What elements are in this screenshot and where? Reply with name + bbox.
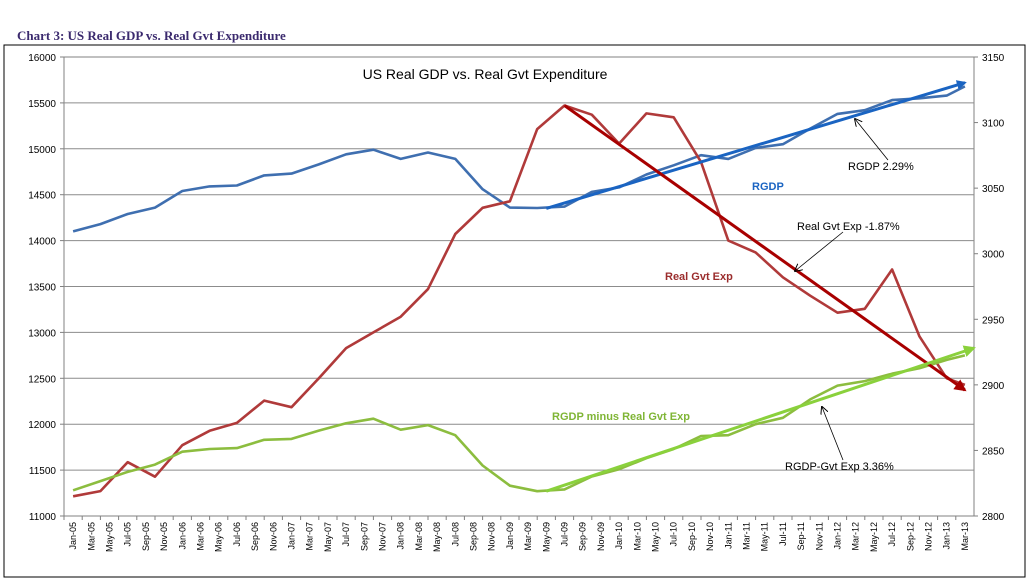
right-tick-label: 2850 — [982, 446, 1005, 457]
x-tick-label: Mar-12 — [851, 522, 861, 551]
x-tick-label: Jul-09 — [560, 522, 570, 547]
diff-rate-callout — [822, 407, 844, 461]
x-tick-label: Sep-08 — [469, 522, 479, 551]
trend-layer — [545, 80, 976, 493]
x-tick-label: Mar-11 — [742, 522, 752, 550]
x-tick-label: Jan-09 — [505, 522, 515, 550]
x-tick-label: Sep-05 — [141, 522, 151, 551]
left-tick-label: 13500 — [28, 283, 56, 294]
series-line-diff — [72, 354, 966, 493]
x-tick-label: Jan-10 — [614, 522, 624, 550]
left-tick-label: 12500 — [28, 374, 56, 385]
x-tick-label: Mar-08 — [414, 522, 424, 551]
x-tick-label: Mar-13 — [960, 522, 970, 551]
x-tick-label: May-05 — [105, 522, 115, 552]
x-tick-label: Sep-07 — [359, 522, 369, 551]
x-tick-label: Nov-12 — [924, 522, 934, 551]
series-label-diff: RGDP minus Real Gvt Exp — [552, 411, 690, 423]
x-tick-label: Jul-12 — [887, 522, 897, 547]
chart-outer-border — [3, 44, 1026, 578]
x-tick-label: Sep-12 — [905, 522, 915, 551]
left-tick-label: 15000 — [28, 145, 56, 156]
trendline-gvt_trend — [563, 104, 967, 392]
right-tick-label: 2950 — [982, 315, 1005, 326]
x-tick-label: Sep-06 — [250, 522, 260, 551]
x-tick-label: Mar-09 — [523, 522, 533, 551]
x-tick-label: Nov-08 — [487, 522, 497, 551]
x-tick-label: Nov-05 — [159, 522, 169, 551]
x-tick-label: May-10 — [651, 522, 661, 552]
x-tick-label: Jan-08 — [396, 522, 406, 550]
series-line-rgdp — [72, 85, 966, 233]
x-tick-label: Jan-11 — [723, 522, 733, 549]
x-tick-label: Jul-10 — [669, 522, 679, 547]
x-tick-label: Jul-06 — [232, 522, 242, 547]
x-tick-label: Nov-06 — [268, 522, 278, 551]
x-tick-label: Jan-06 — [177, 522, 187, 550]
right-tick-label: 3100 — [982, 119, 1005, 130]
left-axis-ticks: 11000 11500 12000 12500 13000 13500 14000 14500… — [28, 53, 64, 523]
x-tick-label: Nov-11 — [814, 522, 824, 550]
x-tick-label: Jan-13 — [942, 522, 952, 550]
x-tick-label: Nov-07 — [378, 522, 388, 551]
x-tick-label: Jul-07 — [341, 522, 351, 547]
x-tick-label: May-11 — [760, 522, 770, 551]
diff-rate-label: RGDP-Gvt Exp 3.36% — [785, 461, 894, 473]
left-tick-label: 11000 — [29, 512, 57, 523]
x-tick-label: Mar-05 — [86, 522, 96, 551]
right-tick-label: 3050 — [982, 184, 1005, 195]
x-tick-label: May-12 — [869, 522, 879, 552]
x-tick-label: May-07 — [323, 522, 333, 552]
right-axis-ticks: 2800 2850 2900 2950 3000 3050 3100 3150 — [974, 53, 1005, 523]
left-tick-label: 15500 — [28, 99, 56, 110]
x-tick-label: May-09 — [541, 522, 551, 552]
chart-caption: Chart 3: US Real GDP vs. Real Gvt Expend… — [17, 28, 286, 43]
left-tick-label: 12000 — [28, 420, 56, 431]
x-tick-label: Nov-10 — [705, 522, 715, 551]
x-tick-label: Mar-10 — [632, 522, 642, 551]
gvt-rate-callout — [795, 231, 844, 271]
left-tick-label: 16000 — [28, 53, 56, 64]
chart-title: US Real GDP vs. Real Gvt Expenditure — [363, 66, 608, 82]
x-axis-ticks: Jan-05 Mar-05 May-05 Jul-05 Sep-05 Nov-05 Jan-… — [63, 516, 970, 552]
trendline-rgdp_trend — [545, 80, 967, 210]
x-tick-label: Sep-11 — [796, 522, 806, 550]
trendline-diff_trend — [545, 345, 976, 493]
left-tick-label: 11500 — [29, 466, 57, 477]
x-tick-label: Sep-10 — [687, 522, 697, 551]
x-tick-label: Jul-05 — [123, 522, 133, 547]
right-tick-label: 2800 — [982, 512, 1005, 523]
x-tick-label: May-08 — [432, 522, 442, 552]
x-tick-label: Jan-12 — [833, 522, 843, 550]
grid-layer — [63, 56, 975, 517]
x-tick-label: Mar-07 — [305, 522, 315, 551]
right-tick-label: 2900 — [982, 381, 1005, 392]
left-tick-label: 14500 — [28, 191, 56, 202]
x-tick-label: Mar-06 — [196, 522, 206, 551]
rgdp-rate-callout — [855, 119, 889, 161]
series-line-gvt — [72, 104, 966, 498]
x-tick-label: Nov-09 — [596, 522, 606, 551]
x-tick-label: Jan-05 — [68, 522, 78, 550]
left-tick-label: 14000 — [28, 237, 56, 248]
plot-layer — [72, 85, 966, 498]
x-tick-label: Jan-07 — [287, 522, 297, 550]
x-tick-label: Jul-08 — [450, 522, 460, 547]
x-tick-label: May-06 — [214, 522, 224, 552]
x-tick-label: Jul-11 — [778, 522, 788, 546]
series-label-gvt: Real Gvt Exp — [665, 271, 733, 283]
right-tick-label: 3000 — [982, 250, 1005, 261]
x-tick-label: Sep-09 — [578, 522, 588, 551]
right-tick-label: 3150 — [982, 53, 1005, 64]
left-tick-label: 13000 — [28, 328, 56, 339]
series-label-rgdp: RGDP — [752, 181, 784, 193]
gvt-rate-label: Real Gvt Exp -1.87% — [797, 221, 900, 233]
rgdp-rate-label: RGDP 2.29% — [848, 161, 914, 173]
